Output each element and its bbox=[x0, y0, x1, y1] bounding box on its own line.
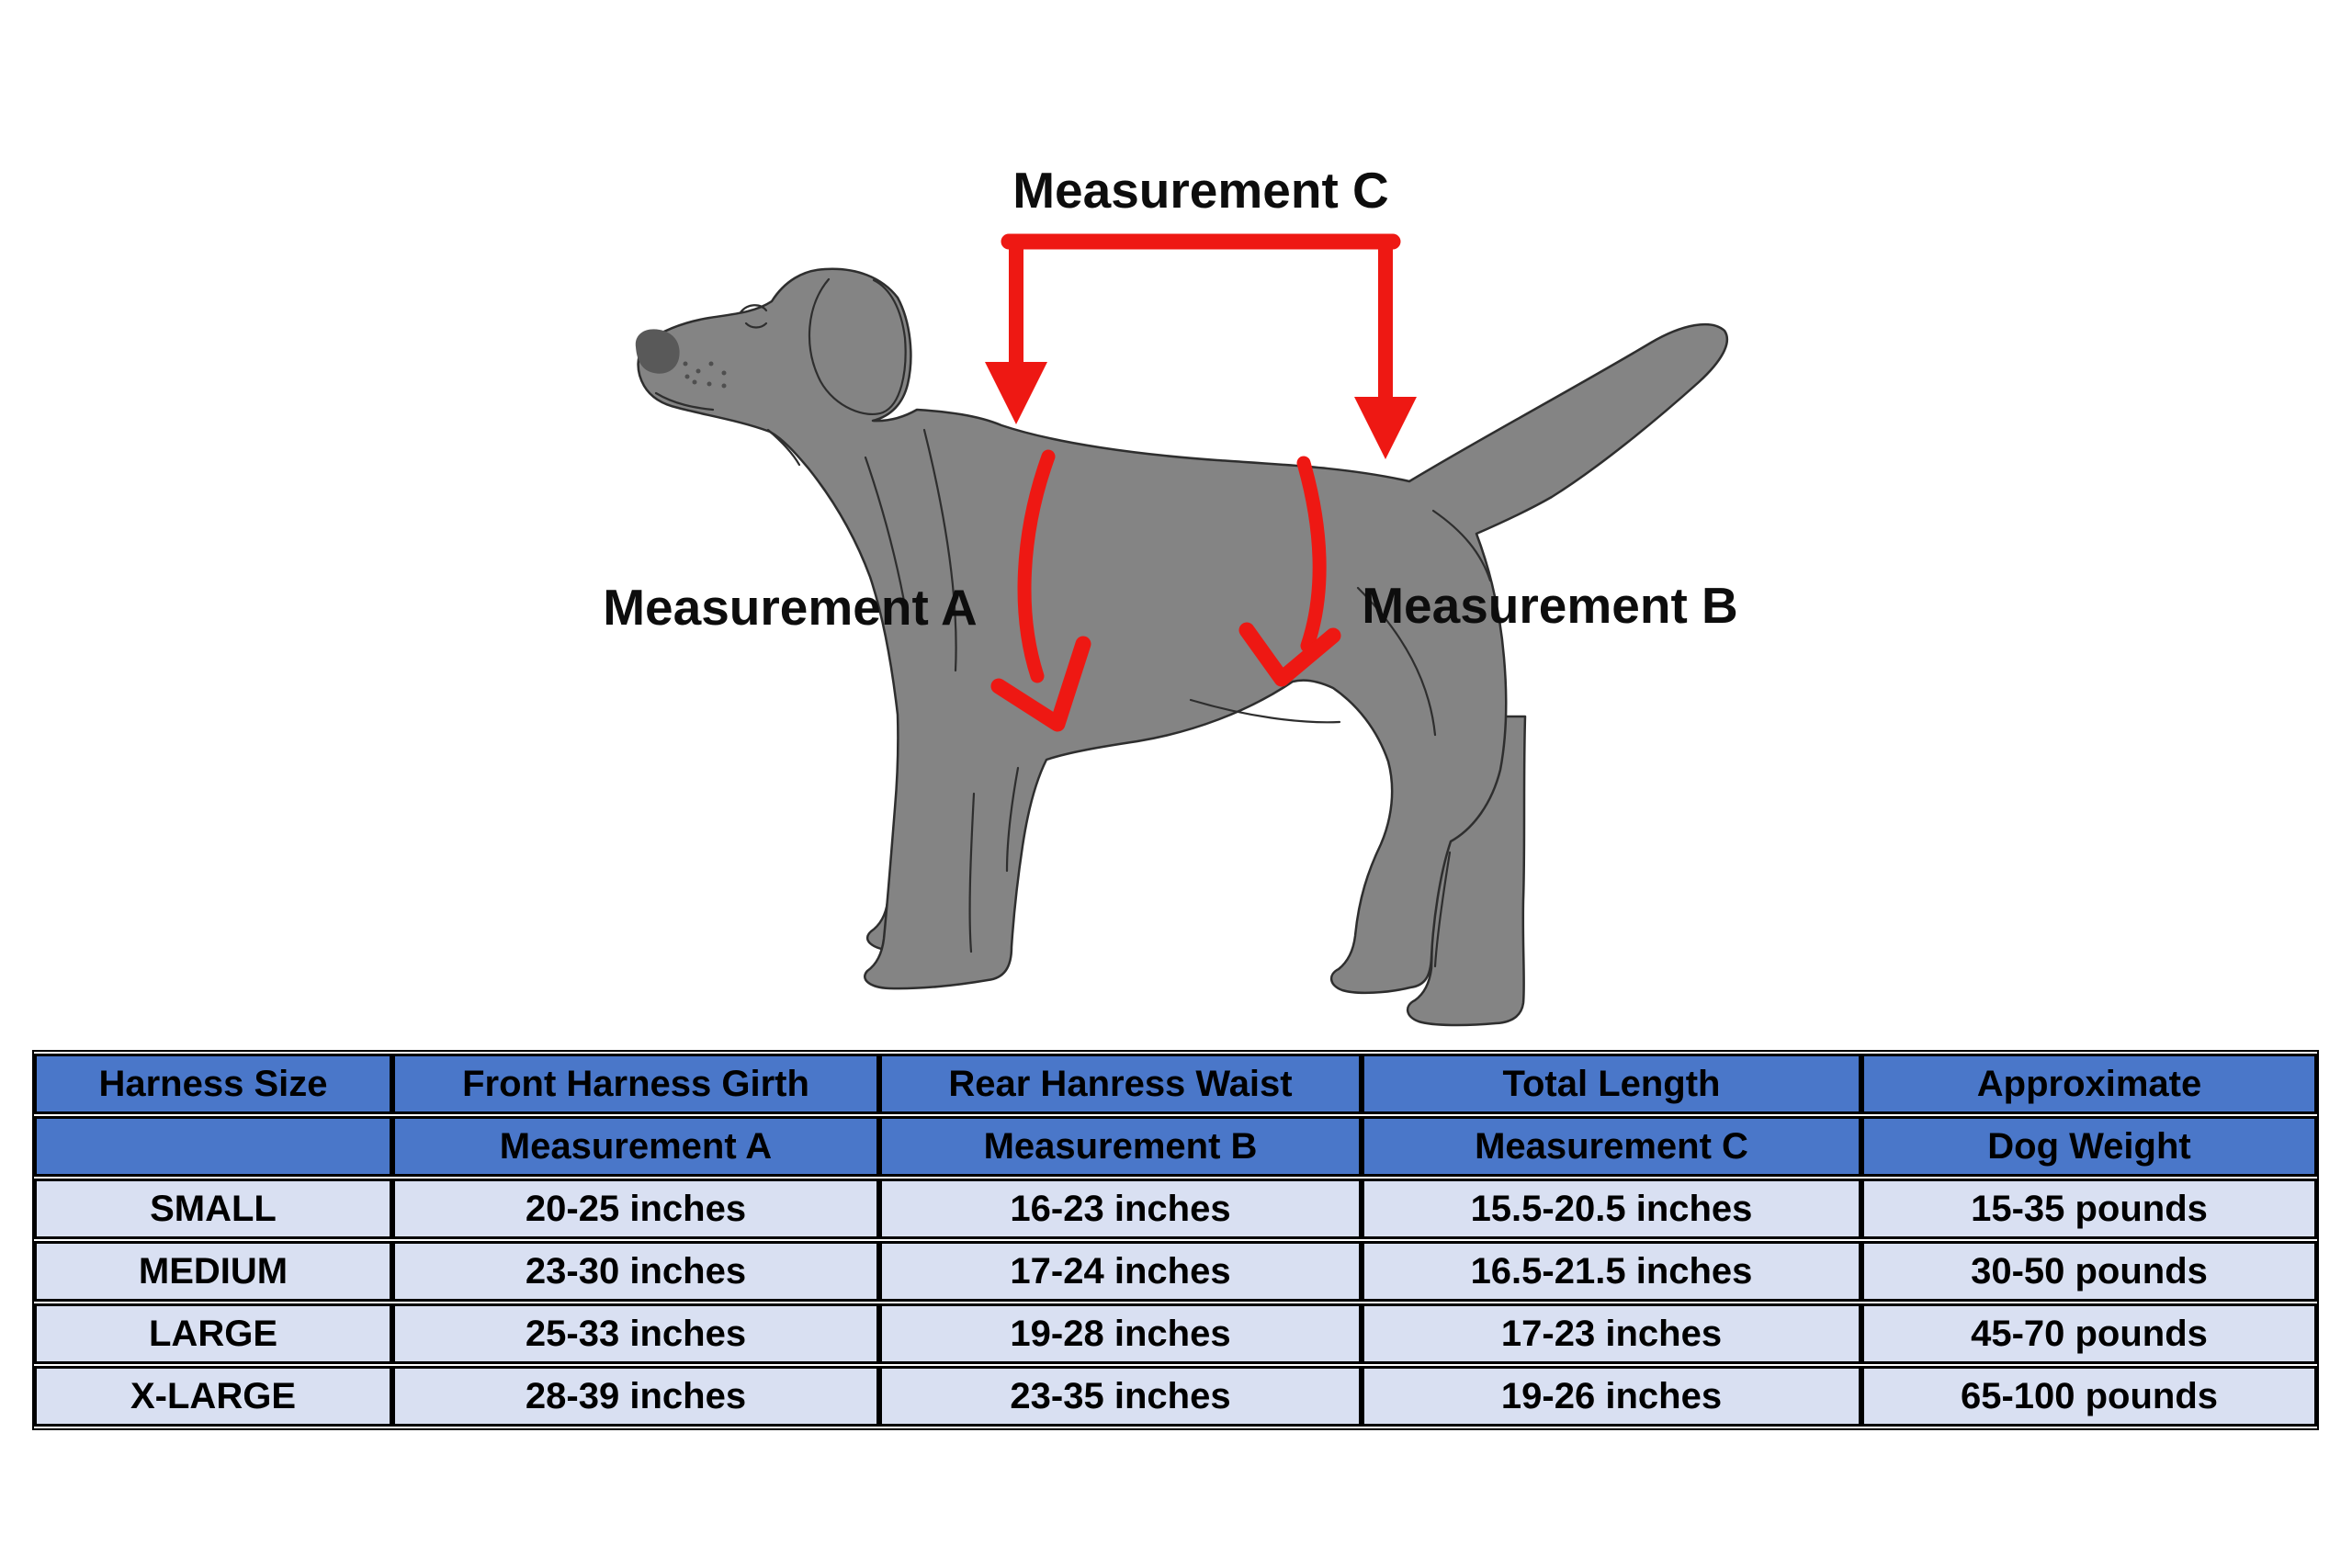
arrowhead-icon bbox=[1238, 622, 1341, 687]
table-row-large: LARGE 25-33 inches 19-28 inches 17-23 in… bbox=[34, 1303, 2317, 1364]
table-row-x-large: X-LARGE 28-39 inches 23-35 inches 19-26 … bbox=[34, 1366, 2317, 1427]
header-row-1: Harness Size Front Harness Girth Rear Ha… bbox=[34, 1054, 2317, 1114]
measurement-c-label: Measurement C bbox=[1012, 162, 1389, 219]
col-header-total-length: Total Length bbox=[1362, 1054, 1861, 1114]
value-cell: 65-100 pounds bbox=[1861, 1366, 2317, 1427]
measurement-b-label: Measurement B bbox=[1362, 577, 1738, 634]
dog-throat-line bbox=[766, 428, 801, 467]
dog-neck-front-line bbox=[864, 456, 910, 623]
value-cell: 19-28 inches bbox=[879, 1303, 1362, 1364]
header-row-2: Measurement A Measurement B Measurement … bbox=[34, 1116, 2317, 1177]
value-cell: 28-39 inches bbox=[392, 1366, 879, 1427]
dog-eye bbox=[739, 304, 768, 329]
dog-thigh-line bbox=[1356, 586, 1437, 737]
col-header-rear-waist: Rear Hanress Waist bbox=[879, 1054, 1362, 1114]
col-subheader-measurement-c: Measurement C bbox=[1362, 1116, 1861, 1177]
dog-measurement-diagram: Measurement C Measurement A Measurement … bbox=[603, 162, 1738, 1027]
size-cell: SMALL bbox=[34, 1179, 392, 1239]
value-cell: 15.5-20.5 inches bbox=[1362, 1179, 1861, 1239]
value-cell: 15-35 pounds bbox=[1861, 1179, 2317, 1239]
value-cell: 16.5-21.5 inches bbox=[1362, 1241, 1861, 1302]
value-cell: 45-70 pounds bbox=[1861, 1303, 2317, 1364]
col-header-harness-size: Harness Size bbox=[34, 1054, 392, 1114]
down-arrow-icon bbox=[985, 362, 1047, 424]
value-cell: 30-50 pounds bbox=[1861, 1241, 2317, 1302]
value-cell: 20-25 inches bbox=[392, 1179, 879, 1239]
dog-hip-line bbox=[1431, 509, 1492, 582]
col-header-front-girth: Front Harness Girth bbox=[392, 1054, 879, 1114]
measurement-a-arrow bbox=[990, 449, 1091, 732]
dog-rear-leg-seam bbox=[1433, 851, 1452, 968]
col-subheader-measurement-a: Measurement A bbox=[392, 1116, 879, 1177]
col-subheader-dog-weight: Dog Weight bbox=[1861, 1116, 2317, 1177]
value-cell: 25-33 inches bbox=[392, 1303, 879, 1364]
dog-muzzle-dots bbox=[683, 361, 727, 389]
dog-ear bbox=[808, 277, 907, 416]
measurement-a-label: Measurement A bbox=[603, 579, 978, 636]
harness-size-table: Harness Size Front Harness Girth Rear Ha… bbox=[34, 1052, 2317, 1428]
value-cell: 19-26 inches bbox=[1362, 1366, 1861, 1427]
dog-shoulder-line bbox=[1005, 766, 1020, 873]
size-cell: X-LARGE bbox=[34, 1366, 392, 1427]
col-subheader-empty bbox=[34, 1116, 392, 1177]
size-cell: MEDIUM bbox=[34, 1241, 392, 1302]
dog-front-leg-seam bbox=[968, 792, 976, 953]
measurement-c-bracket bbox=[985, 233, 1417, 459]
dog-illustration bbox=[635, 267, 1729, 1027]
table-row-medium: MEDIUM 23-30 inches 17-24 inches 16.5-21… bbox=[34, 1241, 2317, 1302]
dog-flank-line bbox=[1189, 698, 1341, 724]
value-cell: 16-23 inches bbox=[879, 1179, 1362, 1239]
col-subheader-measurement-b: Measurement B bbox=[879, 1116, 1362, 1177]
dog-mouth-line bbox=[654, 391, 715, 412]
value-cell: 23-35 inches bbox=[879, 1366, 1362, 1427]
value-cell: 17-24 inches bbox=[879, 1241, 1362, 1302]
value-cell: 23-30 inches bbox=[392, 1241, 879, 1302]
down-arrow-icon bbox=[1354, 397, 1417, 459]
dog-nose bbox=[635, 329, 680, 374]
arrowhead-icon bbox=[990, 636, 1091, 732]
dog-body-silhouette bbox=[637, 267, 1729, 995]
harness-size-table-wrap: Harness Size Front Harness Girth Rear Ha… bbox=[32, 1050, 2319, 1430]
size-cell: LARGE bbox=[34, 1303, 392, 1364]
value-cell: 17-23 inches bbox=[1362, 1303, 1861, 1364]
dog-neck-line bbox=[922, 428, 957, 672]
col-header-approximate: Approximate bbox=[1861, 1054, 2317, 1114]
measurement-b-arrow bbox=[1238, 456, 1341, 687]
table-row-small: SMALL 20-25 inches 16-23 inches 15.5-20.… bbox=[34, 1179, 2317, 1239]
